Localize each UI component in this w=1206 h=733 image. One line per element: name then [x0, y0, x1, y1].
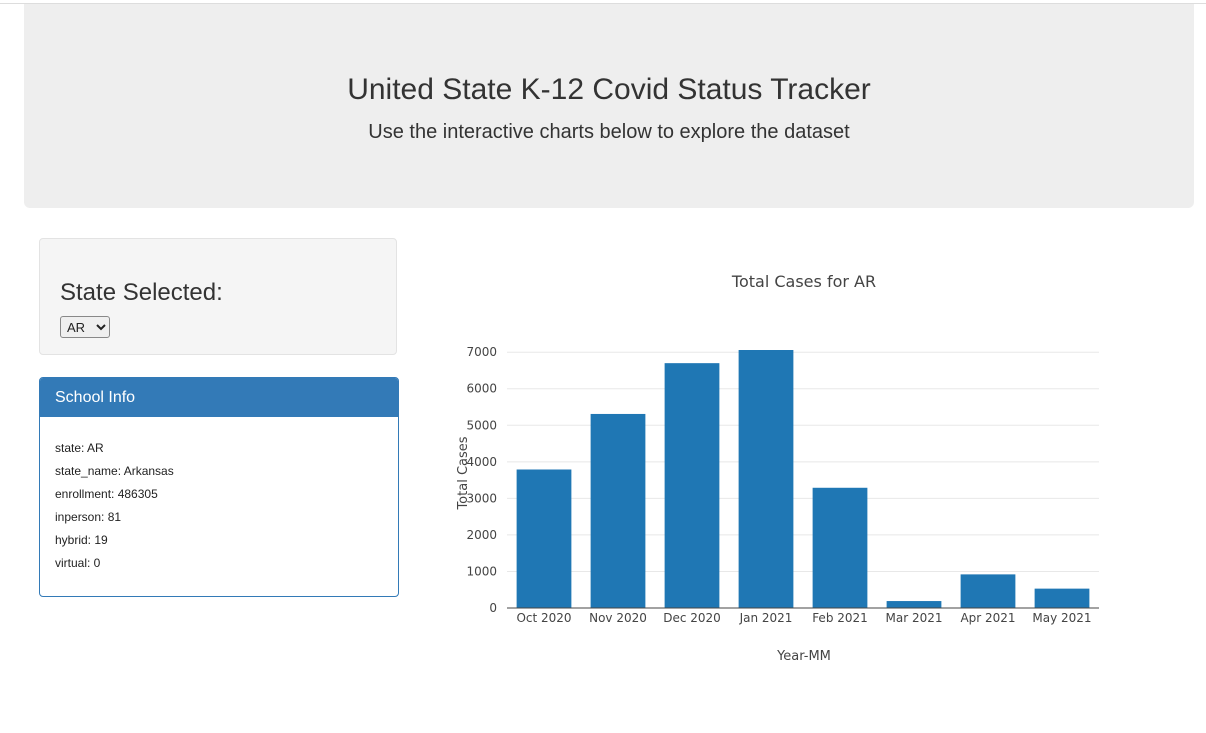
- y-tick-label: 4000: [466, 455, 497, 469]
- bar-may-2021[interactable]: [1034, 588, 1090, 608]
- bar-feb-2021[interactable]: [812, 487, 868, 608]
- page-subtitle: Use the interactive charts below to expl…: [368, 121, 850, 143]
- school-info-heading: School Info: [40, 378, 398, 417]
- y-tick-label: 7000: [466, 345, 497, 359]
- chart-bars[interactable]: [516, 350, 1090, 608]
- x-tick-label: Jan 2021: [739, 611, 793, 625]
- state-selected-label: State Selected:: [60, 279, 223, 306]
- bar-apr-2021[interactable]: [960, 574, 1016, 608]
- x-axis-title: Year-MM: [776, 649, 831, 664]
- state-selector-panel: State Selected: AR: [39, 238, 397, 355]
- page-title: United State K-12 Covid Status Tracker: [347, 73, 871, 106]
- state-dropdown[interactable]: AR: [60, 316, 110, 338]
- bar-jan-2021[interactable]: [738, 350, 794, 608]
- bar-mar-2021[interactable]: [886, 601, 942, 608]
- x-tick-label: Feb 2021: [812, 611, 868, 625]
- total-cases-bar-chart[interactable]: Total Cases for AR Oct 2020 Nov 2020 Dec 2…: [440, 250, 1170, 680]
- x-tick-label: Apr 2021: [960, 611, 1015, 625]
- info-row-virtual: virtual: 0: [55, 556, 101, 570]
- x-tick-label: Mar 2021: [886, 611, 943, 625]
- top-border: [0, 3, 1206, 4]
- info-row-hybrid: hybrid: 19: [55, 533, 108, 547]
- info-row-enrollment: enrollment: 486305: [55, 487, 158, 501]
- y-tick-labels: 0 1000 2000 3000 4000 5000 6000 7000: [466, 345, 497, 615]
- school-info-body: state: AR state_name: Arkansas enrollmen…: [40, 417, 398, 575]
- y-tick-label: 0: [489, 601, 497, 615]
- y-tick-label: 1000: [466, 564, 497, 578]
- info-row-state: state: AR: [55, 441, 104, 455]
- y-tick-label: 3000: [466, 491, 497, 505]
- school-info-panel: School Info state: AR state_name: Arkans…: [39, 377, 399, 597]
- bar-dec-2020[interactable]: [664, 363, 720, 608]
- y-tick-label: 2000: [466, 528, 497, 542]
- bar-oct-2020[interactable]: [516, 469, 572, 608]
- info-row-state-name: state_name: Arkansas: [55, 464, 174, 478]
- x-tick-label: Oct 2020: [516, 611, 571, 625]
- y-tick-label: 5000: [466, 418, 497, 432]
- y-axis-title: Total Cases: [456, 436, 471, 510]
- info-row-inperson: inperson: 81: [55, 510, 122, 524]
- chart-title: Total Cases for AR: [731, 272, 876, 291]
- x-tick-label: Nov 2020: [589, 611, 647, 625]
- x-tick-label: Dec 2020: [663, 611, 721, 625]
- y-tick-label: 6000: [466, 382, 497, 396]
- x-tick-labels: Oct 2020 Nov 2020 Dec 2020 Jan 2021 Feb 2021…: [516, 611, 1091, 625]
- header-banner: United State K-12 Covid Status Tracker U…: [24, 4, 1194, 208]
- x-tick-label: May 2021: [1032, 611, 1091, 625]
- bar-nov-2020[interactable]: [590, 413, 646, 608]
